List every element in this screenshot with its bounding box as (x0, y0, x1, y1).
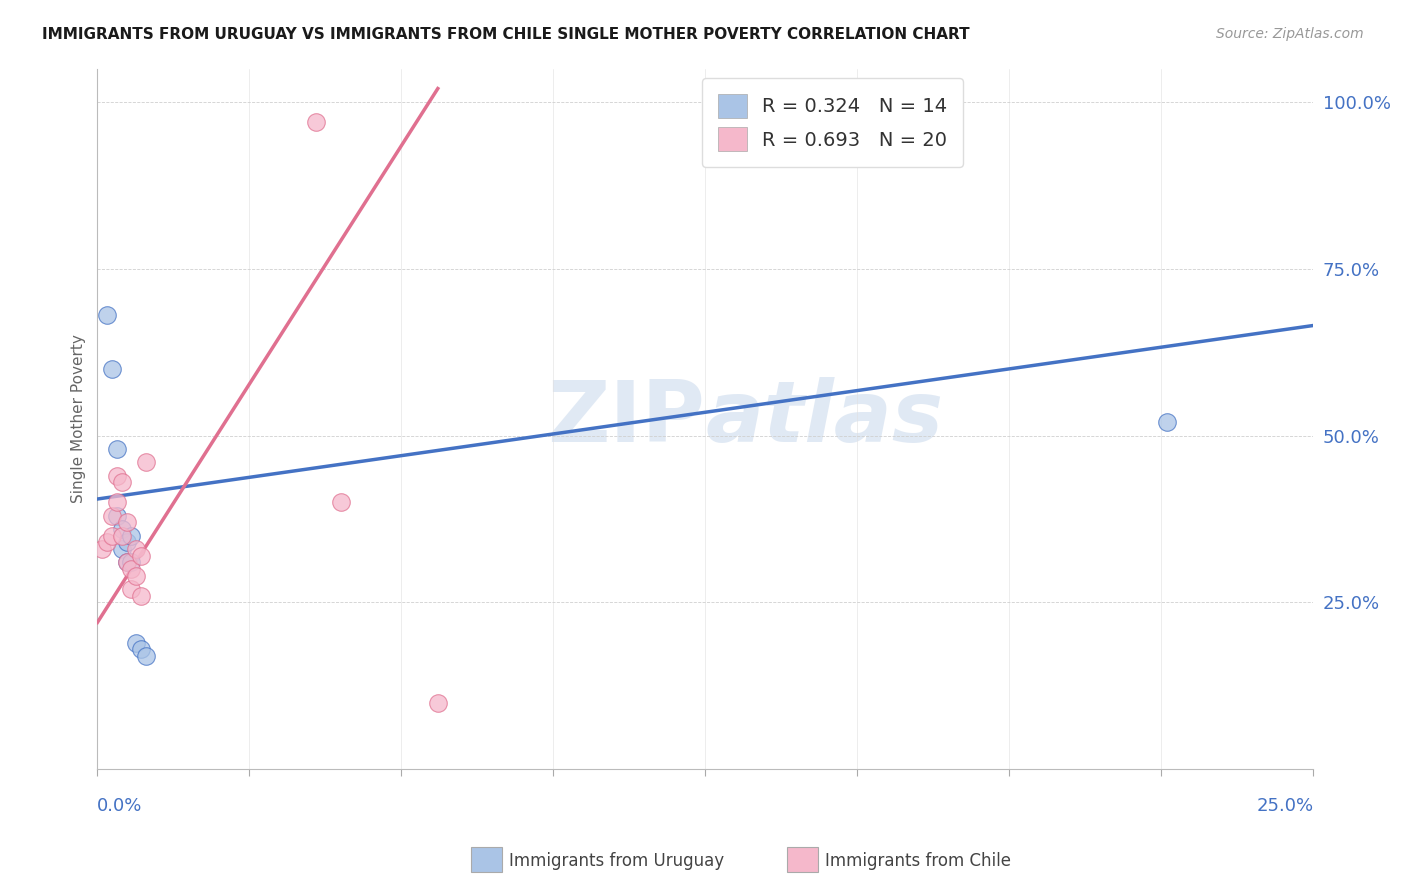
Point (129, 589, 152, 603)
Point (115, 556, 138, 570)
Point (111, 522, 134, 536)
Point (101, 508, 124, 523)
Point (111, 475, 134, 490)
Point (305, 115, 328, 129)
Point (91, 542, 114, 557)
Point (120, 529, 142, 543)
Point (125, 635, 148, 649)
Text: atlas: atlas (706, 377, 943, 460)
Text: 0.0%: 0.0% (97, 797, 143, 815)
Point (111, 542, 134, 557)
Point (129, 642, 152, 657)
Legend: R = 0.324   N = 14, R = 0.693   N = 20: R = 0.324 N = 14, R = 0.693 N = 20 (702, 78, 963, 167)
Point (129, 549, 152, 563)
Text: Source: ZipAtlas.com: Source: ZipAtlas.com (1216, 27, 1364, 41)
Point (96, 309, 118, 323)
Text: Immigrants from Uruguay: Immigrants from Uruguay (509, 852, 724, 870)
Point (101, 362, 124, 376)
Text: 25.0%: 25.0% (1256, 797, 1313, 815)
Text: IMMIGRANTS FROM URUGUAY VS IMMIGRANTS FROM CHILE SINGLE MOTHER POVERTY CORRELATI: IMMIGRANTS FROM URUGUAY VS IMMIGRANTS FR… (42, 27, 970, 42)
Text: Immigrants from Chile: Immigrants from Chile (825, 852, 1011, 870)
Point (125, 542, 148, 557)
Point (120, 582, 142, 596)
Point (135, 455, 157, 469)
Point (105, 442, 128, 456)
Point (111, 529, 134, 543)
Point (105, 495, 128, 509)
Point (96, 535, 118, 549)
Point (1156, 415, 1178, 429)
Point (125, 569, 148, 583)
Point (101, 529, 124, 543)
Y-axis label: Single Mother Poverty: Single Mother Poverty (72, 334, 86, 503)
Point (115, 535, 138, 549)
Point (329, 495, 352, 509)
Point (120, 556, 142, 570)
Point (120, 562, 142, 576)
Text: ZIP: ZIP (547, 377, 706, 460)
Point (115, 556, 138, 570)
Point (426, 696, 449, 710)
Point (135, 648, 157, 663)
Point (105, 508, 128, 523)
Point (105, 468, 128, 483)
Point (115, 516, 138, 530)
